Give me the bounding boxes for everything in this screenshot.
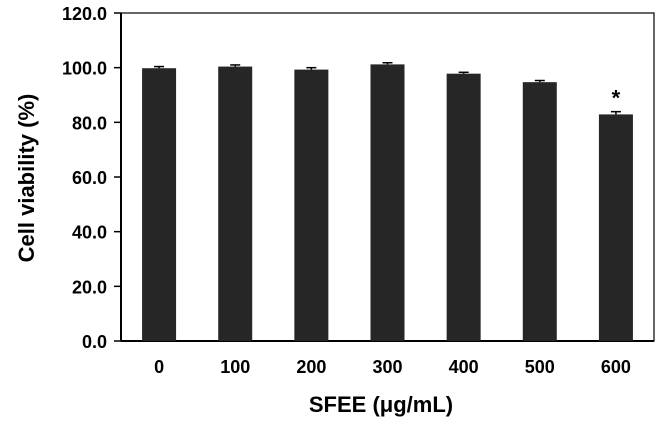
bar [598,114,633,341]
y-axis-label: Cell viability (%) [14,94,39,263]
bar [294,69,329,341]
x-axis-ticks: 0 100 200 300 400 500 600 [154,357,631,377]
y-tick-label: 100.0 [62,59,107,79]
x-tick-label: 100 [220,357,250,377]
significance-marker: * [612,86,621,111]
y-tick-label: 120.0 [62,4,107,24]
x-axis-label: SFEE (μg/mL) [309,392,453,417]
y-axis-ticks: 0.0 20.0 40.0 60.0 80.0 100.0 120.0 [62,4,121,352]
x-tick-label: 600 [601,357,631,377]
bar [446,73,481,342]
error-bars [154,61,621,115]
x-tick-label: 300 [372,357,402,377]
y-tick-label: 60.0 [72,168,107,188]
y-tick-label: 80.0 [72,113,107,133]
x-tick-label: 200 [296,357,326,377]
bars [142,64,633,342]
bar [218,66,253,341]
bar [370,64,405,342]
x-tick-label: 400 [449,357,479,377]
y-tick-label: 20.0 [72,277,107,297]
y-tick-label: 40.0 [72,223,107,243]
annotations: * [612,86,621,111]
y-tick-label: 0.0 [82,332,107,352]
bar [142,68,177,342]
bar [522,82,557,342]
x-tick-label: 0 [154,357,164,377]
x-tick-label: 500 [525,357,555,377]
